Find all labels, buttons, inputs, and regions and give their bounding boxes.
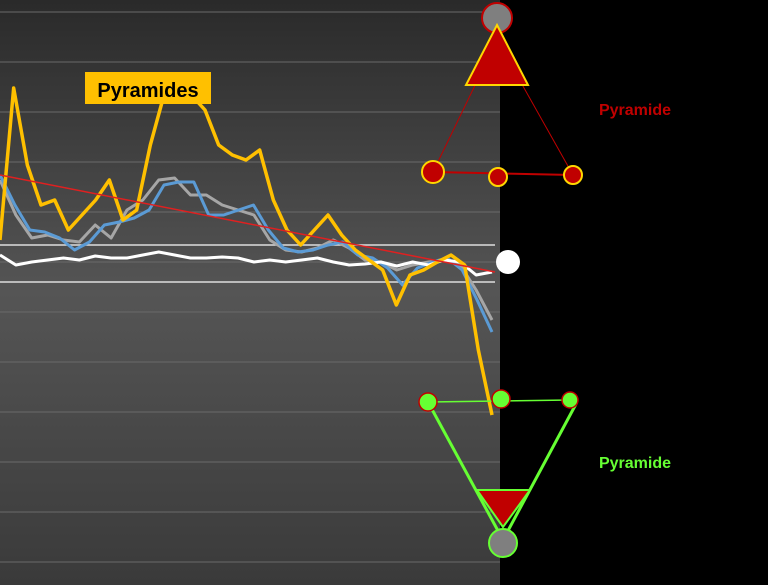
annotation-box-label: Pyramides — [97, 80, 198, 102]
pyramid-annotations — [418, 2, 583, 558]
pyramid-top-label: Pyramide — [599, 102, 671, 119]
trendline-group — [0, 174, 520, 274]
pyramid-bottom-edge — [426, 401, 505, 541]
plot-area — [0, 0, 500, 585]
series-line-yellow — [0, 86, 494, 416]
series-line-gray — [0, 176, 494, 321]
pyramid-bottom-node — [418, 392, 438, 412]
pyramid-bottom-edge — [501, 403, 578, 541]
series-group — [0, 86, 494, 416]
current-point-marker — [496, 250, 520, 274]
annotation-box: Pyramides — [85, 72, 211, 104]
pyramid-bottom-node — [491, 389, 511, 409]
pyramid-bottom-label: Pyramide — [599, 455, 671, 472]
pyramid-bottom-apex-circle — [488, 528, 518, 558]
pyramid-top-node — [563, 165, 583, 185]
series-line-white — [0, 250, 493, 277]
pyramid-bottom-node — [561, 391, 579, 409]
right-panel — [500, 0, 768, 585]
annotation-box-bg — [85, 72, 211, 104]
pyramid-top-node — [421, 160, 445, 184]
pyramid-top-node — [488, 167, 508, 187]
pyramid-top-triangle — [464, 22, 530, 86]
pyramid-bottom-triangle — [475, 489, 532, 529]
trendline — [0, 174, 496, 273]
